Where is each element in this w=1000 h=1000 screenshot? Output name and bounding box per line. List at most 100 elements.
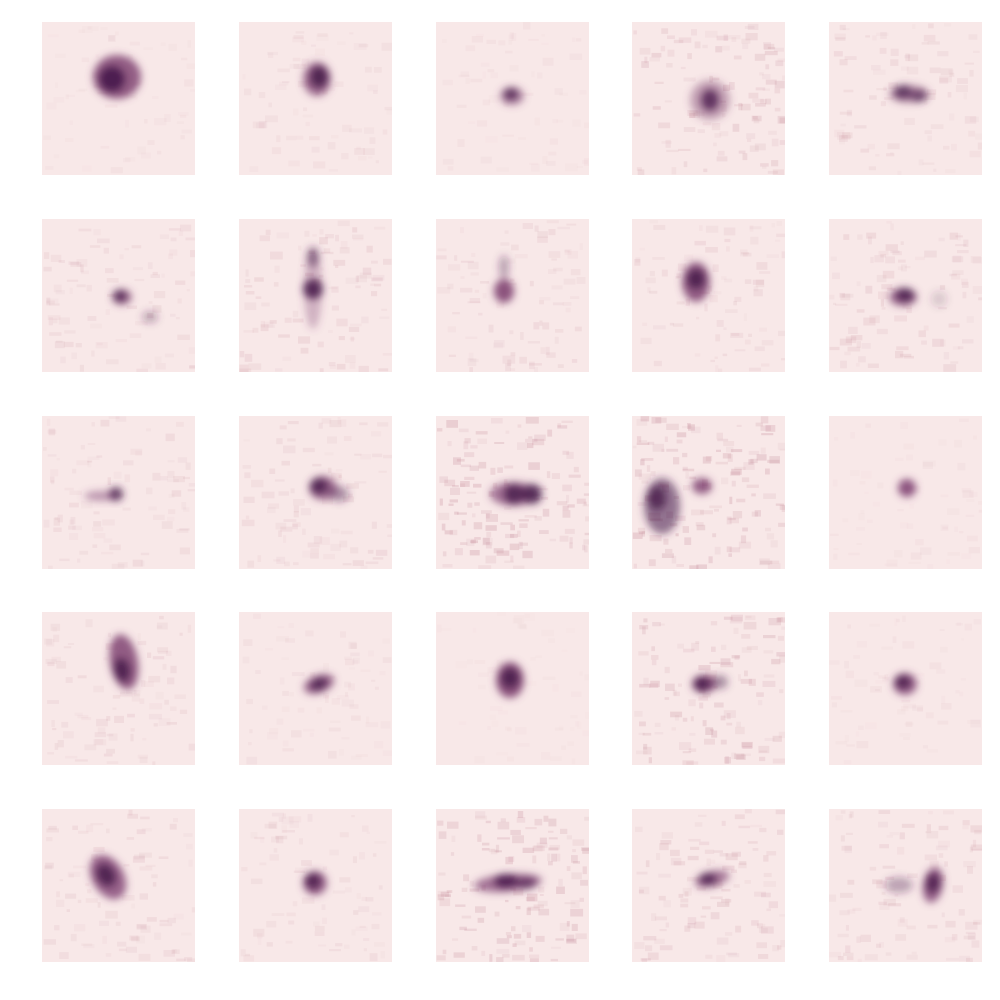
tile-r1-c2-blob-2 [309,66,328,88]
tile-r3-c2-blob-3 [328,485,349,502]
tile-r3-c4 [632,415,786,569]
tile-r5-c3-noise [436,811,589,962]
tile-r2-c5 [829,218,982,372]
tile-r5-c3 [435,809,589,962]
tile-r2-c4-blob-2 [687,268,706,289]
tile-r4-c3 [435,612,589,766]
tile-r5-c3-blob-3 [515,877,536,889]
tile-r2-c3-blob-1 [493,278,514,303]
tile-r1-c2-image [238,22,392,175]
tile-r5-c5-blob-3 [925,873,941,893]
tile-r4-c2-blob [303,674,335,695]
tile-r3-c3-image [435,415,589,569]
tile-r3-c4-image [632,415,786,569]
tile-r4-c3-image [435,612,589,766]
tile-r2-c4-background [632,218,786,372]
tile-r3-c2 [238,415,392,569]
tile-r2-c1 [42,218,195,372]
tile-r4-c1-blob-2 [113,658,131,683]
tile-r2-c2-blob-3 [306,246,319,267]
tile-r3-c3-noise [436,416,589,569]
tile-r2-c4-image [632,218,786,372]
tile-r2-c1-blob-3 [142,310,158,323]
tile-r2-c1-blob-2 [113,289,127,302]
tile-r5-c5-image [829,809,982,962]
tile-r2-c5-blob [889,287,947,307]
tile-r3-c3-blob-3 [521,483,542,504]
tile-r5-c4-blob [694,869,730,889]
tile-r3-c1-noise [43,415,195,569]
tile-r1-c3-noise [442,22,589,171]
tile-r2-c4 [632,218,786,372]
tile-r5-c4-blob-2 [699,873,718,885]
tile-r5-c2-noise [240,812,387,962]
tile-r3-c1 [42,415,195,569]
tile-r5-c5 [829,809,982,962]
tile-r1-c5-image [829,22,982,175]
tile-r2-c4-blob [682,261,711,302]
tile-r3-c1-blob-2 [109,486,123,501]
tile-r3-c3-blob-2 [503,483,524,504]
tile-r3-c2-blob-2 [309,477,328,494]
tile-r2-c2-noise [239,220,392,372]
tile-r1-c2-noise [243,31,392,173]
tile-r2-c3-noise [435,219,585,372]
tile-r4-c4-blob [692,675,729,694]
tile-r3-c1-image [42,415,195,569]
tile-r2-c2 [238,218,392,372]
tile-r4-c1 [42,612,195,766]
tile-r4-c4-noise [634,614,786,766]
tile-r2-c1-blob [112,288,158,323]
tile-r2-c3-image [435,218,589,372]
tile-r1-c4-blob-2 [701,89,720,111]
tile-r4-c4-blob-3 [712,675,729,690]
tile-r2-c5-blob-2 [896,287,914,302]
tile-r3-c5-blob [898,478,916,497]
tile-r5-c3-blob-2 [493,874,518,888]
tile-r5-c1-blob [89,854,127,900]
tile-r1-c3-image [435,22,589,175]
tile-r2-c5-image [829,218,982,372]
tile-r2-c1-noise [43,224,195,372]
tile-r2-c1-image [42,218,195,372]
tile-r3-c5-blob-1 [898,478,916,497]
tile-r4-c5 [829,612,982,766]
tile-r1-c4-image [632,22,786,175]
tile-r1-c5 [829,22,982,175]
tile-r2-c3-blob-2 [498,254,509,279]
tile-r4-c5-blob [893,673,917,696]
tile-r1-c2-blob [302,62,331,96]
tile-r3-c2-noise [241,416,392,569]
tile-r1-c1-image [42,22,195,175]
tile-r4-c1-image [42,612,195,766]
tile-r5-c3-blob [473,873,542,893]
tile-r3-c5 [829,415,982,569]
tile-r1-c4-blob [690,80,731,120]
tile-r2-c2-blob [302,246,323,329]
tile-r5-c4-image [632,809,786,962]
tile-r4-c3-blob-2 [500,668,519,689]
tile-r4-c2-image [238,612,392,766]
tile-r4-c1-blob [109,634,139,690]
tile-r2-c5-blob-3 [931,290,947,307]
tile-r3-c4-blob [644,477,713,534]
tile-r3-c3 [435,415,589,569]
tile-r5-c2-image [238,809,392,962]
tile-r4-c5-image [829,612,982,766]
tile-r3-c2-blob [308,475,349,502]
tile-r5-c1-blob-2 [96,863,116,887]
tile-r1-c3-blob [499,87,524,105]
tile-r4-c4 [632,612,786,766]
tile-r1-c1 [42,22,195,175]
tile-r4-c3-noise [436,615,566,751]
tile-r5-c3-image [435,809,589,962]
tile-r1-c2 [238,22,392,175]
tile-r5-c1-image [42,809,195,962]
tile-r5-c5-blob-2 [885,877,913,893]
tile-r1-c1-blob [93,55,141,99]
tile-r1-c1-blob-2 [99,66,125,92]
tile-r1-c3 [435,22,589,175]
tile-r5-c2-blob-2 [304,873,321,889]
tile-r4-c4-image [632,612,786,766]
tile-r4-c3-blob [495,662,524,699]
